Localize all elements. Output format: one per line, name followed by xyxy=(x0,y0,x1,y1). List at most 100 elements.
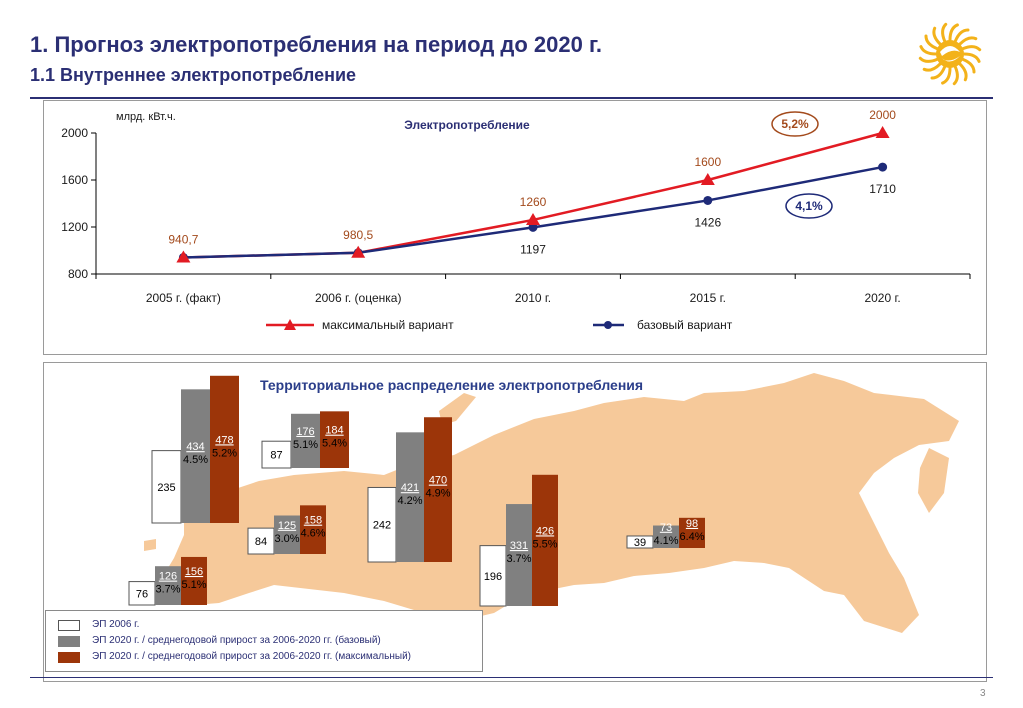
base-data-label: 1426 xyxy=(694,215,721,229)
y-tick-label: 2000 xyxy=(61,126,88,140)
x-tick-label: 2006 г. (оценка) xyxy=(315,291,402,305)
max-point xyxy=(526,212,540,225)
page-title: 1. Прогноз электропотребления на период … xyxy=(30,32,603,57)
legend-item-ep2006: ЭП 2006 г. xyxy=(58,619,478,633)
bar-label-ep2006: 242 xyxy=(373,520,391,532)
base-data-label: 1710 xyxy=(869,182,896,196)
novaya-zemlya-shape xyxy=(439,393,476,425)
y-tick-label: 800 xyxy=(68,267,88,281)
growth-base-ellipse xyxy=(785,193,833,219)
legend-swatch-ep2006 xyxy=(58,620,80,631)
bar-label-ep2006: 39 xyxy=(634,537,646,549)
bar-max-2020 xyxy=(181,556,207,605)
bar-max-2020 xyxy=(679,517,705,548)
bar-growth-max: 5.1% xyxy=(181,579,206,591)
bar-base-2020 xyxy=(653,525,679,548)
consumption-chart-panel: млрд. кВт.ч. Электропотребление 800 1200 1… xyxy=(43,100,987,355)
sakhalin-shape xyxy=(862,545,872,591)
bar-growth-max: 4.6% xyxy=(300,528,325,540)
bar-base-2020 xyxy=(155,566,181,605)
base-point xyxy=(703,195,713,205)
x-tick-label: 2015 г. xyxy=(690,291,726,305)
legend-max-label: максимальный вариант xyxy=(322,318,454,332)
bar-max-2020 xyxy=(532,474,558,606)
bar-label-max: 184 xyxy=(325,425,343,437)
bar-label-max: 98 xyxy=(686,518,698,530)
legend-max-marker xyxy=(284,319,296,330)
bar-label-max: 156 xyxy=(185,566,203,578)
bar-label-base: 331 xyxy=(510,540,528,552)
legend-item-max: ЭП 2020 г. / среднегодовой прирост за 20… xyxy=(58,651,478,665)
max-data-label: 940,7 xyxy=(168,232,198,246)
map-title: Территориальное распределение электропот… xyxy=(260,377,643,393)
legend-swatch-max xyxy=(58,652,80,663)
footer-divider xyxy=(30,677,993,678)
base-data-label: 1197 xyxy=(520,242,546,256)
bar-growth-base: 3.7% xyxy=(155,584,180,596)
legend-base-marker xyxy=(604,321,612,329)
legend-swatch-base xyxy=(58,636,80,647)
bar-growth-max: 6.4% xyxy=(679,531,704,543)
page-number: 3 xyxy=(980,688,986,699)
bar-growth-base: 3.0% xyxy=(274,533,299,545)
kamchatka-shape xyxy=(918,448,949,513)
max-data-label: 980,5 xyxy=(343,228,373,242)
x-tick-label: 2005 г. (факт) xyxy=(146,291,221,305)
bar-label-ep2006: 84 xyxy=(255,536,267,548)
max-point xyxy=(176,250,191,263)
legend-label-ep2006: ЭП 2006 г. xyxy=(92,619,140,630)
base-point xyxy=(878,162,888,172)
bar-growth-base: 3.7% xyxy=(506,553,531,565)
bar-legend: ЭП 2006 г. ЭП 2020 г. / среднегодовой пр… xyxy=(45,610,483,672)
bar-growth-base: 4.1% xyxy=(653,535,678,547)
bar-growth-max: 5.2% xyxy=(212,447,237,459)
growth-max-ellipse xyxy=(771,111,819,137)
bar-max-2020 xyxy=(300,505,326,554)
bar-label-max: 478 xyxy=(215,434,233,446)
legend-item-base: ЭП 2020 г. / среднегодовой прирост за 20… xyxy=(58,635,478,649)
bar-label-base: 125 xyxy=(278,520,296,532)
bar-label-max: 470 xyxy=(429,475,447,487)
bar-growth-max: 5.5% xyxy=(532,538,557,550)
bar-ep2006 xyxy=(247,527,275,555)
chart-title: Электропотребление xyxy=(404,118,530,132)
title-divider xyxy=(30,97,993,99)
bar-max-2020 xyxy=(424,417,452,562)
bar-ep2006 xyxy=(261,440,292,469)
max-point xyxy=(875,126,890,138)
max-data-label: 1600 xyxy=(694,155,721,169)
x-tick-label: 2020 г. xyxy=(864,291,900,305)
bar-base-2020 xyxy=(506,504,532,606)
region-bar-group: 39 734.1% 986.4% xyxy=(626,517,705,549)
max-point xyxy=(700,173,715,185)
y-axis-label: млрд. кВт.ч. xyxy=(116,111,176,123)
max-data-label: 1260 xyxy=(520,195,547,209)
bar-label-base: 73 xyxy=(660,522,672,534)
russia-silhouette xyxy=(162,373,959,633)
bar-label-ep2006: 196 xyxy=(484,571,502,583)
legend-label-base: ЭП 2020 г. / среднегодовой прирост за 20… xyxy=(92,635,381,646)
bar-label-base: 421 xyxy=(401,482,419,494)
bar-label-ep2006: 235 xyxy=(157,482,175,494)
max-data-label: 2000 xyxy=(869,108,896,122)
growth-base-label: 4,1% xyxy=(795,199,823,213)
sun-logo-icon xyxy=(918,22,982,86)
bar-base-2020 xyxy=(291,413,320,468)
base-point xyxy=(528,222,538,232)
legend-base-label: базовый вариант xyxy=(637,318,733,332)
bar-base-2020 xyxy=(274,515,300,554)
bar-label-base: 126 xyxy=(159,571,177,583)
y-tick-label: 1200 xyxy=(61,220,88,234)
bar-max-2020 xyxy=(210,375,239,523)
bar-ep2006 xyxy=(151,450,182,524)
growth-max-label: 5,2% xyxy=(781,117,809,131)
bar-max-2020 xyxy=(320,411,349,468)
bar-growth-base: 4.2% xyxy=(397,495,422,507)
max-point xyxy=(351,245,366,258)
x-tick-label: 2010 г. xyxy=(515,291,551,305)
